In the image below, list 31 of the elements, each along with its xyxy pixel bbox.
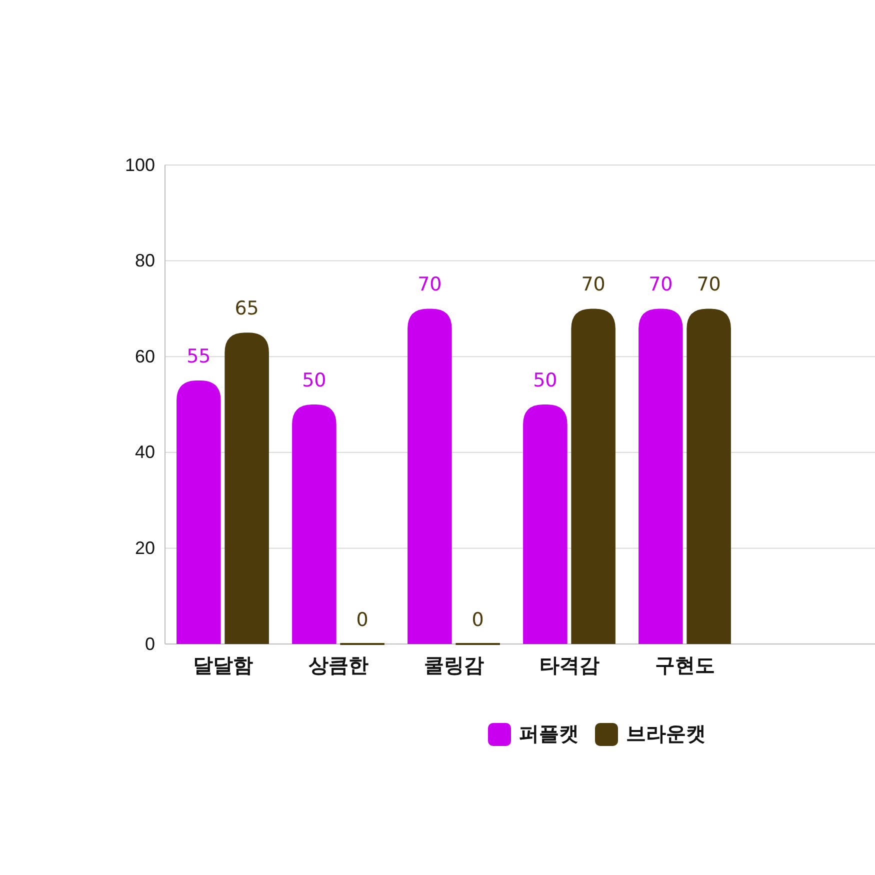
x-tick-label: 타격감	[539, 655, 600, 678]
data-label: 70	[696, 274, 721, 296]
data-label: 70	[648, 274, 673, 296]
bar	[638, 308, 683, 644]
data-label: 55	[186, 346, 211, 368]
y-tick-label: 0	[144, 634, 155, 654]
x-tick-label: 달달함	[192, 655, 253, 678]
legend-label: 퍼플캣	[519, 721, 579, 746]
data-label: 50	[533, 370, 558, 392]
bar	[176, 380, 221, 644]
legend-label: 브라운캣	[626, 721, 706, 746]
y-tick-label: 60	[134, 346, 155, 366]
bar	[523, 404, 568, 644]
data-label: 70	[418, 274, 442, 296]
bar	[292, 404, 336, 644]
bar	[686, 308, 731, 644]
y-tick-label: 40	[134, 442, 155, 462]
bar	[571, 308, 616, 644]
data-label: 0	[472, 609, 484, 631]
bar	[408, 308, 452, 644]
bar	[224, 332, 269, 644]
y-tick-label: 20	[134, 538, 155, 558]
x-tick-label: 상큼한	[308, 655, 368, 678]
x-tick-label: 구현도	[654, 655, 715, 678]
data-label: 70	[581, 274, 606, 296]
x-tick-label: 쿨링감	[424, 655, 484, 678]
data-label: 50	[302, 370, 326, 392]
data-label: 65	[234, 298, 259, 320]
y-tick-label: 100	[124, 154, 155, 175]
y-tick-label: 80	[134, 250, 155, 271]
data-label: 0	[356, 609, 368, 631]
